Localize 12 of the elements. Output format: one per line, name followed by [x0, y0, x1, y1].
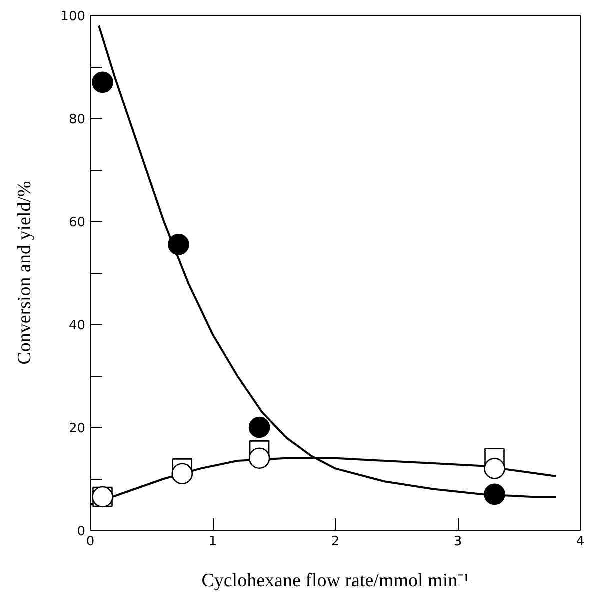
y-tick-label: 100 [60, 10, 86, 24]
x-tick-label: 2 [331, 534, 340, 550]
y-tick-label: 80 [68, 112, 86, 128]
y-tick-label: 0 [77, 524, 86, 540]
y-axis-title: Conversion and yield/% [14, 181, 36, 365]
x-axis-title: Cyclohexane flow rate/mmol min⁻¹ [202, 570, 470, 592]
y-tick-label: 20 [68, 422, 86, 436]
x-tick-label: 4 [576, 534, 585, 550]
x-tick-label: 3 [454, 534, 462, 550]
y-tick-label: 40 [68, 318, 86, 334]
x-tick-label: 1 [208, 534, 218, 550]
y-tick-label: 60 [68, 216, 86, 230]
